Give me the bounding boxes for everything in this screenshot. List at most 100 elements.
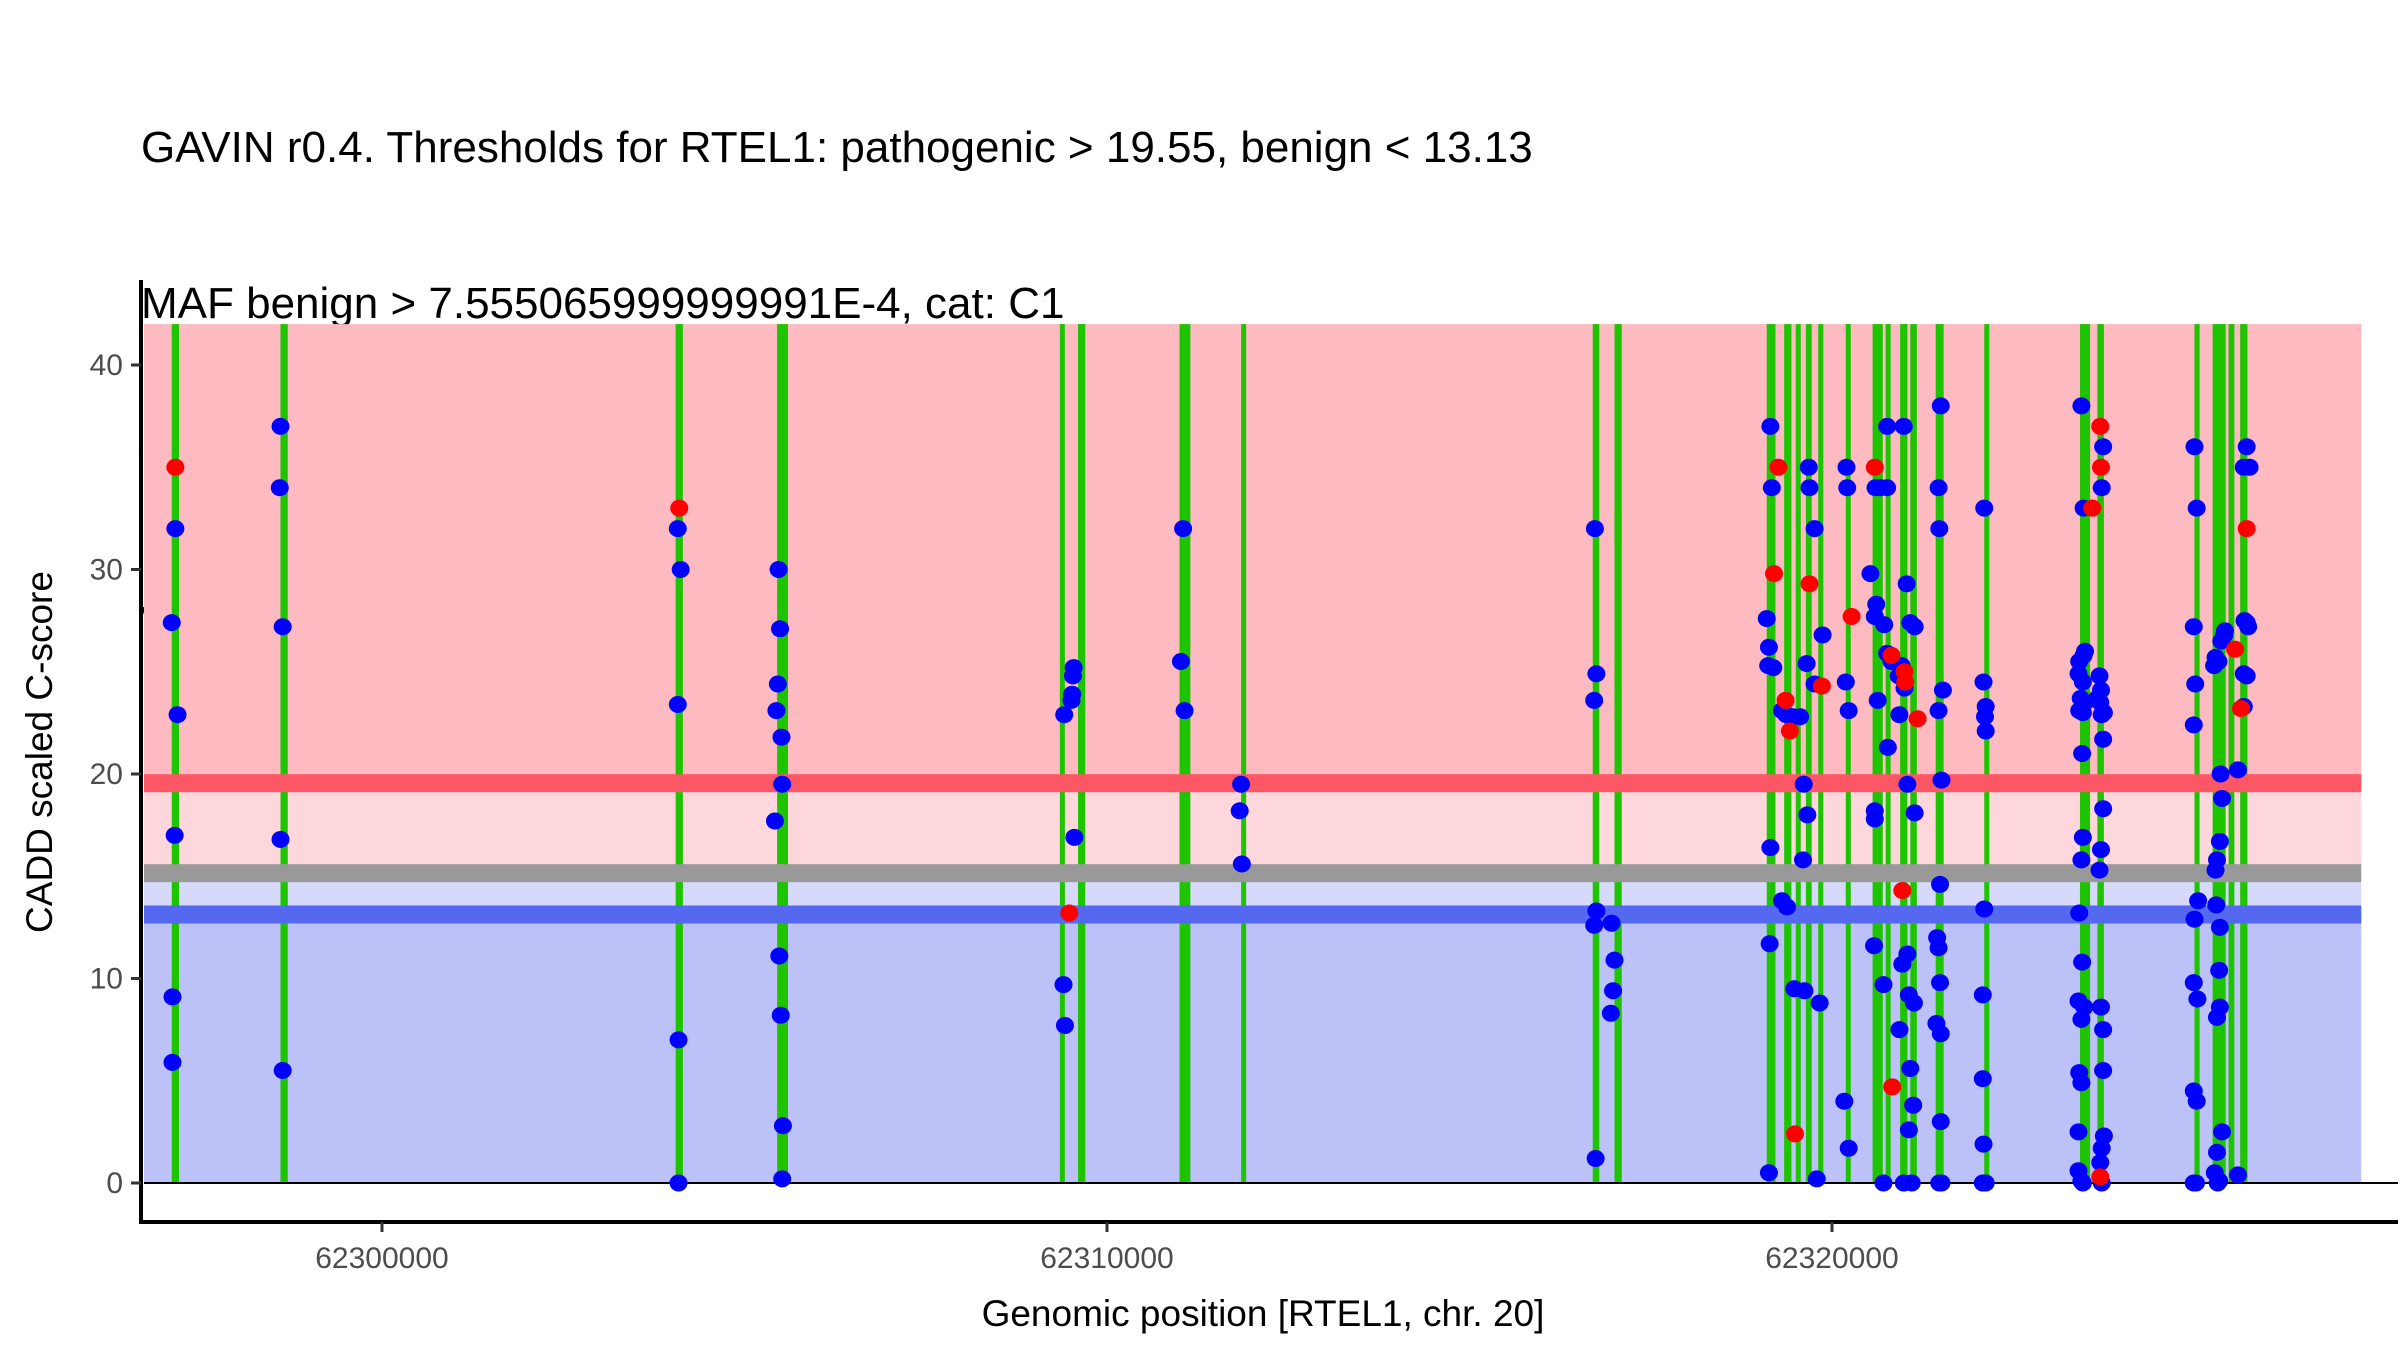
gnomad-point <box>1797 655 1816 673</box>
gnomad-point <box>1976 722 1995 740</box>
gnomad-point <box>1878 479 1897 497</box>
gnomad-point <box>1890 1021 1909 1039</box>
gnomad-point <box>1585 691 1604 709</box>
gnomad-point <box>2073 704 2092 722</box>
pathogenic-point <box>670 499 689 517</box>
pathogenic-point <box>2091 458 2110 476</box>
x-axis-title: Genomic position [RTEL1, chr. 20] <box>982 1293 1545 1334</box>
gnomad-point <box>1232 855 1251 873</box>
gnomad-point <box>2210 998 2229 1016</box>
gnomad-point <box>1839 1139 1858 1157</box>
gnomad-point <box>2237 438 2256 456</box>
gnomad-point <box>271 830 290 848</box>
exon-line <box>1818 324 1824 1184</box>
gnomad-point <box>773 1117 792 1135</box>
gnomad-point <box>2188 990 2207 1008</box>
gnomad-point <box>2074 646 2093 664</box>
gnomad-point <box>2069 1123 2088 1141</box>
gnomad-point <box>2186 675 2205 693</box>
gnomad-point <box>2229 761 2247 779</box>
gnomad-point <box>1838 479 1857 497</box>
pathogenic-point <box>1776 691 1795 709</box>
gnomad-point <box>2090 667 2109 685</box>
pathogenic-point <box>1883 1078 1902 1096</box>
exon-line <box>1241 324 1247 1184</box>
gnomad-point <box>163 988 182 1006</box>
gnomad-point <box>2094 438 2113 456</box>
gnomad-point <box>1839 702 1858 720</box>
gnomad-point <box>168 706 187 724</box>
title-line-2: MAF benign > 7.555065999999991E-4, cat: … <box>141 279 1065 328</box>
gnomad-point <box>1805 520 1824 538</box>
x-tick-label: 62310000 <box>1040 1242 1173 1275</box>
gnomad-point <box>1898 775 1917 793</box>
gnomad-point <box>1587 665 1606 683</box>
axes: 0 10 20 30 40 62300000 62310000 62320000 <box>90 280 2398 1275</box>
gnomad-point <box>1171 653 1190 671</box>
pathogenic-point <box>2231 700 2250 718</box>
exon-line <box>1935 324 1944 1184</box>
gnomad-point <box>2094 1062 2113 1080</box>
y-tick-label: 10 <box>90 963 123 996</box>
gnomad-point <box>767 702 786 720</box>
gnomad-point <box>2092 1139 2111 1157</box>
gnomad-point <box>1837 458 1856 476</box>
gnomad-point <box>1795 982 1814 1000</box>
exon-line <box>1805 324 1812 1184</box>
threshold-fallback <box>144 864 2362 883</box>
y-tick-label: 0 <box>106 1167 123 1200</box>
gnomad-point <box>2184 716 2203 734</box>
gnomad-point <box>768 675 787 693</box>
pathogenic-point <box>1800 575 1819 593</box>
gnomad-point <box>1761 839 1780 857</box>
gnomad-point <box>765 812 784 830</box>
gnomad-point <box>2073 953 2092 971</box>
gnomad-point <box>1772 892 1791 910</box>
gnomad-point <box>1905 618 1924 636</box>
gnomad-point <box>1810 994 1829 1012</box>
gnomad-point <box>1054 976 1073 994</box>
gnomad-point <box>668 520 687 538</box>
gnomad-point <box>1587 902 1606 920</box>
gnomad-point <box>273 1062 292 1080</box>
gnomad-point <box>1761 417 1780 435</box>
gnomad-point <box>1760 935 1779 953</box>
gnomad-point <box>2186 1174 2205 1192</box>
gnomad-point <box>2237 667 2256 685</box>
gnomad-point <box>2187 499 2206 517</box>
gnomad-point <box>671 561 690 578</box>
gnomad-point <box>2073 1174 2092 1192</box>
gnomad-point <box>2184 618 2203 636</box>
threshold-benign <box>144 905 2362 924</box>
gnomad-point <box>1759 1164 1778 1182</box>
gnomad-point <box>772 728 791 746</box>
gnomad-point <box>668 695 687 713</box>
gnomad-point <box>1875 616 1894 634</box>
exon-line <box>2228 324 2235 1184</box>
gnomad-point <box>1933 681 1952 699</box>
gnomad-point <box>1865 810 1884 828</box>
gnomad-point <box>2210 961 2229 979</box>
gnomad-point <box>1585 520 1604 538</box>
gnomad-point <box>669 1031 688 1049</box>
gnomad-point <box>773 775 792 793</box>
gnomad-point <box>2185 438 2204 456</box>
gnomad-point <box>1975 900 1994 918</box>
gnomad-point <box>2239 618 2258 636</box>
exon-line <box>1078 324 1086 1184</box>
gnomad-point <box>1894 417 1913 435</box>
gnomad-point <box>1835 1092 1854 1110</box>
gnomad-point <box>1973 986 1992 1004</box>
title-line-1: GAVIN r0.4. Thresholds for RTEL1: pathog… <box>141 123 1533 172</box>
gnomad-point <box>2073 673 2092 691</box>
gnomad-point <box>2210 832 2229 850</box>
pathogenic-point <box>1769 458 1788 476</box>
gnomad-point <box>2091 841 2110 859</box>
pathogenic-point <box>1865 458 1884 476</box>
gnomad-point <box>1585 916 1604 934</box>
gnomad-point <box>2072 397 2091 415</box>
gnomad-point <box>1931 1025 1950 1043</box>
gnomad-point <box>1757 610 1776 628</box>
gnomad-point <box>1586 1149 1605 1167</box>
